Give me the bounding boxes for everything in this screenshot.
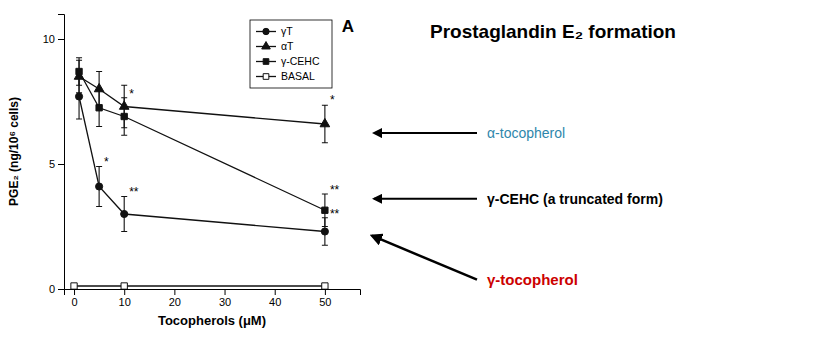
y-tick-mark <box>58 39 64 40</box>
x-tick: 30 <box>219 289 231 308</box>
x-axis-title: Tocopherols (μM) <box>158 313 266 328</box>
x-tick: 40 <box>269 289 281 308</box>
x-tick-mark <box>124 289 125 295</box>
legend: γT αT γ-CEHC BASAL <box>250 20 332 88</box>
y-tick-label: 0 <box>49 283 55 295</box>
x-tick-mark <box>225 289 226 295</box>
series <box>75 74 328 245</box>
x-axis-line <box>65 290 361 296</box>
series-line <box>79 72 325 211</box>
marker <box>75 93 82 100</box>
x-tick-label: 20 <box>169 296 181 308</box>
x-tick-mark <box>325 289 326 295</box>
arrow <box>372 236 477 280</box>
title: Prostaglandin E₂ formation <box>430 21 676 42</box>
error-bar <box>76 58 82 86</box>
legend-label: αT <box>281 40 294 52</box>
series-line <box>79 97 325 232</box>
error-bar <box>322 194 328 227</box>
y-tick-mark <box>58 164 64 165</box>
plot-area <box>71 58 330 289</box>
legend-marker <box>263 59 269 65</box>
marker <box>121 113 127 119</box>
marker <box>322 207 328 213</box>
x-axis: 0 10 20 30 40 50 <box>65 289 361 308</box>
series <box>74 60 329 143</box>
chart: 0 10 20 30 40 50 0 5 10 Tocopherols (μM) PGE₂ (ng/… <box>0 0 818 337</box>
marker <box>121 210 128 217</box>
series <box>71 283 328 289</box>
significance-mark: ** <box>330 207 340 221</box>
callout-text: α-tocopherol <box>487 125 565 141</box>
marker <box>121 283 127 289</box>
significance-mark: * <box>104 155 109 169</box>
legend-entry: αT <box>256 40 294 52</box>
legend-label: BASAL <box>281 70 315 82</box>
legend-entry: γ-CEHC <box>256 55 320 67</box>
legend-marker <box>262 42 271 49</box>
x-tick-label: 30 <box>219 296 231 308</box>
y-tick: 0 <box>49 283 64 295</box>
legend-box <box>250 20 332 88</box>
arrow <box>374 132 477 134</box>
marker <box>96 183 103 190</box>
error-bar <box>121 197 127 232</box>
y-axis-line <box>58 15 65 290</box>
marker <box>71 283 77 289</box>
significance-mark: ** <box>330 183 340 197</box>
y-axis: 0 5 10 <box>43 15 65 296</box>
marker <box>321 228 328 235</box>
x-tick-mark <box>275 289 276 295</box>
legend-label: γT <box>281 25 293 37</box>
x-tick: 10 <box>119 289 131 308</box>
legend-entry: γT <box>256 25 293 37</box>
x-tick-mark <box>174 289 175 295</box>
y-tick-label: 10 <box>43 33 55 45</box>
x-tick-label: 50 <box>319 296 331 308</box>
x-tick-mark <box>74 289 75 295</box>
significance-mark: * <box>129 87 134 101</box>
marker <box>96 105 102 111</box>
legend-marker <box>263 28 269 34</box>
error-bar <box>96 167 102 207</box>
marker <box>322 283 328 289</box>
x-tick-label: 0 <box>71 296 77 308</box>
x-tick-label: 10 <box>119 296 131 308</box>
x-tick-label: 40 <box>269 296 281 308</box>
error-bar <box>96 89 102 127</box>
panel-label: A <box>342 17 354 36</box>
y-tick-mark <box>58 289 64 290</box>
y-tick-label: 5 <box>49 158 55 170</box>
y-axis-title: PGE₂ (ng/10⁶ cells) <box>7 97 21 206</box>
significance-mark: * <box>330 93 335 107</box>
y-tick: 10 <box>43 33 64 45</box>
legend-label: γ-CEHC <box>281 55 320 67</box>
significance-mark: ** <box>129 185 139 199</box>
error-bar <box>121 98 127 136</box>
y-tick: 5 <box>49 158 64 170</box>
x-tick: 50 <box>319 289 331 308</box>
x-tick: 0 <box>71 289 77 308</box>
arrow <box>374 198 477 200</box>
callout-text: γ-CEHC (a truncated form) <box>487 191 663 207</box>
marker <box>320 118 330 126</box>
legend-marker <box>263 74 269 80</box>
marker <box>76 68 82 74</box>
x-tick: 20 <box>169 289 181 308</box>
callout-text: γ-tocopherol <box>487 271 578 288</box>
series-line <box>74 285 325 286</box>
legend-entry: BASAL <box>256 70 315 82</box>
